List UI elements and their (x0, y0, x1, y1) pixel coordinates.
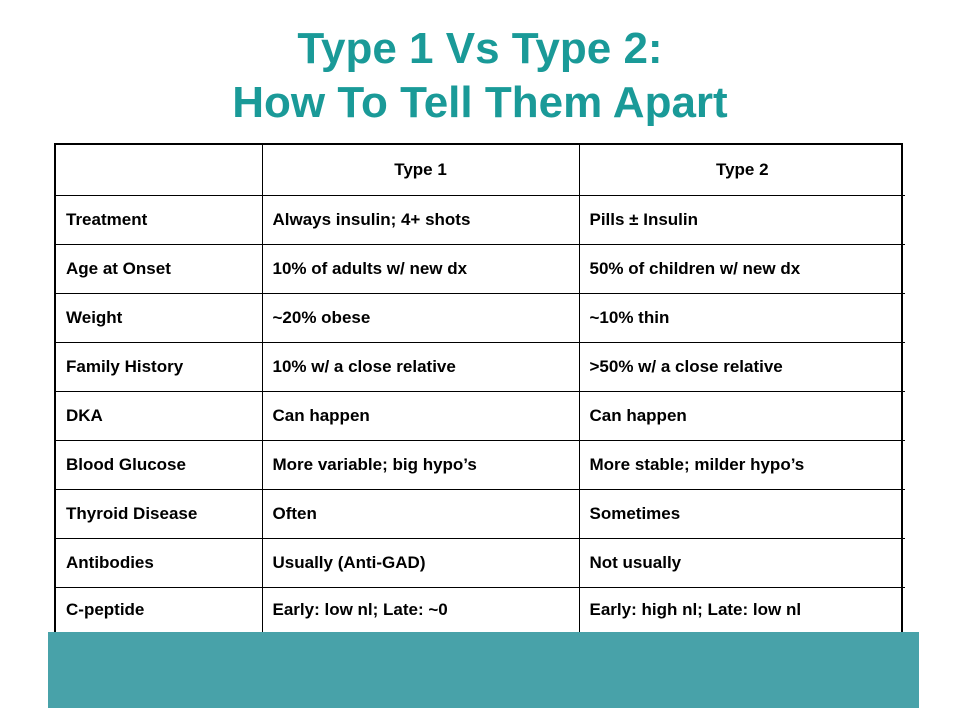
comparison-table: Type 1 Type 2 Treatment Always insulin; … (54, 143, 905, 635)
table-row: C-peptide Early: low nl; Late: ~0 Early:… (56, 587, 905, 633)
type-2-cell: Sometimes (578, 489, 905, 539)
slide-title: Type 1 Vs Type 2: How To Tell Them Apart (0, 22, 960, 130)
title-line-2: How To Tell Them Apart (232, 78, 728, 127)
table-row: Antibodies Usually (Anti-GAD) Not usuall… (56, 538, 905, 588)
title-line-1: Type 1 Vs Type 2: (297, 24, 663, 73)
type-1-cell: Always insulin; 4+ shots (261, 195, 580, 245)
type-1-cell: Often (261, 489, 580, 539)
row-label: Weight (56, 293, 263, 343)
table-row: DKA Can happen Can happen (56, 391, 905, 441)
row-label: Thyroid Disease (56, 489, 263, 539)
type-2-cell: Early: high nl; Late: low nl (578, 587, 905, 633)
table-row: Blood Glucose More variable; big hypo’s … (56, 440, 905, 490)
table-row: Family History 10% w/ a close relative >… (56, 342, 905, 392)
type-2-cell: ~10% thin (578, 293, 905, 343)
type-2-cell: Not usually (578, 538, 905, 588)
type-2-cell: More stable; milder hypo’s (578, 440, 905, 490)
type-2-cell: Pills ± Insulin (578, 195, 905, 245)
row-label: Family History (56, 342, 263, 392)
table-row: Weight ~20% obese ~10% thin (56, 293, 905, 343)
type-1-cell: Early: low nl; Late: ~0 (261, 587, 580, 633)
table-header-row: Type 1 Type 2 (56, 145, 905, 196)
type-2-cell: Can happen (578, 391, 905, 441)
table-row: Age at Onset 10% of adults w/ new dx 50%… (56, 244, 905, 294)
row-label: Treatment (56, 195, 263, 245)
type-2-cell: 50% of children w/ new dx (578, 244, 905, 294)
header-cell-empty (56, 145, 263, 196)
header-cell-type-1: Type 1 (261, 145, 580, 196)
footer-accent-bar (48, 632, 919, 708)
row-label: Age at Onset (56, 244, 263, 294)
type-1-cell: 10% w/ a close relative (261, 342, 580, 392)
row-label: DKA (56, 391, 263, 441)
table-row: Treatment Always insulin; 4+ shots Pills… (56, 195, 905, 245)
type-2-cell: >50% w/ a close relative (578, 342, 905, 392)
type-1-cell: Can happen (261, 391, 580, 441)
type-1-cell: ~20% obese (261, 293, 580, 343)
type-1-cell: Usually (Anti-GAD) (261, 538, 580, 588)
row-label: Blood Glucose (56, 440, 263, 490)
header-cell-type-2: Type 2 (578, 145, 905, 196)
row-label: C-peptide (56, 587, 263, 633)
row-label: Antibodies (56, 538, 263, 588)
type-1-cell: More variable; big hypo’s (261, 440, 580, 490)
type-1-cell: 10% of adults w/ new dx (261, 244, 580, 294)
table-row: Thyroid Disease Often Sometimes (56, 489, 905, 539)
